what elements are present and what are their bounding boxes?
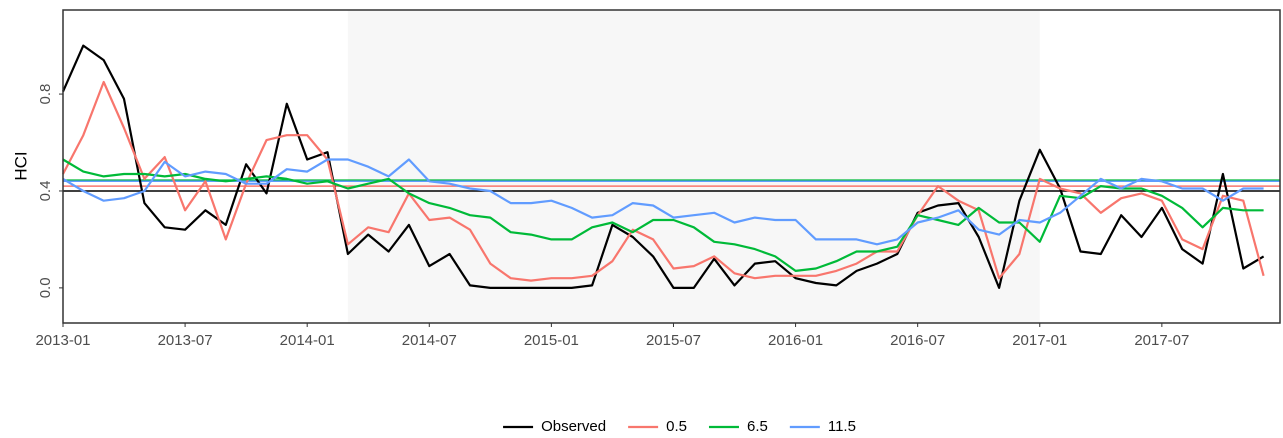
legend: Observed 0.5 6.5 11.5 xyxy=(503,418,856,435)
series-line xyxy=(62,158,1264,246)
y-tick-label: 0.0 xyxy=(37,277,54,298)
x-tick-label: 2016-07 xyxy=(890,332,945,349)
x-tick-label: 2014-01 xyxy=(280,332,335,349)
legend-label: Observed xyxy=(541,418,606,435)
y-tick-label: 0.8 xyxy=(37,84,54,105)
y-tick-label: 0.4 xyxy=(37,181,54,202)
x-tick-label: 2013-07 xyxy=(158,332,213,349)
x-tick-label: 2015-01 xyxy=(524,332,579,349)
legend-label: 6.5 xyxy=(747,418,768,435)
legend-label: 11.5 xyxy=(828,418,856,435)
x-tick-label: 2015-07 xyxy=(646,332,701,349)
shaded-region xyxy=(347,10,1040,323)
x-tick-label: 2014-07 xyxy=(402,332,457,349)
legend-label: 0.5 xyxy=(666,418,687,435)
series-line xyxy=(62,158,1264,272)
x-tick-label: 2017-01 xyxy=(1012,332,1067,349)
x-tick-label: 2013-01 xyxy=(35,332,90,349)
y-axis-label: HCI xyxy=(11,151,30,180)
plot-border xyxy=(62,9,1281,324)
x-tick-label: 2017-07 xyxy=(1134,332,1189,349)
series-line xyxy=(61,44,1265,289)
series-line xyxy=(62,80,1265,282)
x-tick-label: 2016-01 xyxy=(768,332,823,349)
